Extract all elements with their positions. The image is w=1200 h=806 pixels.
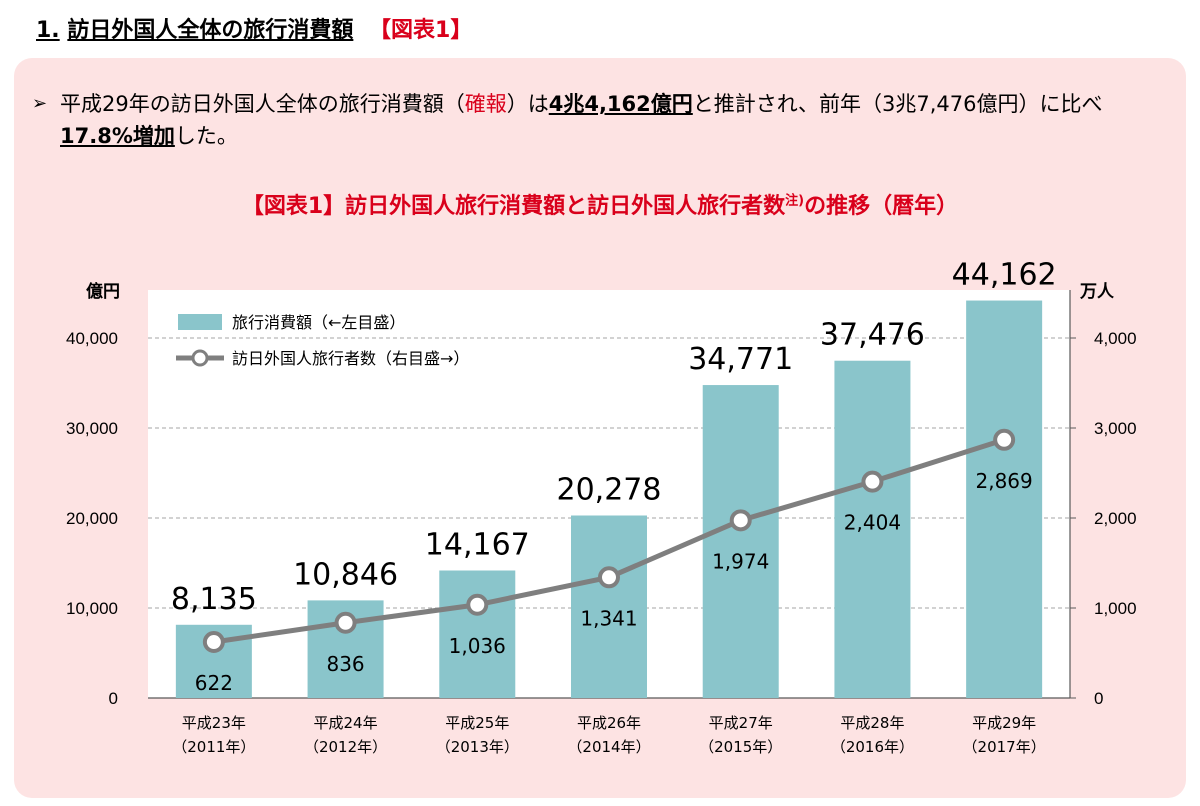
- bar: [439, 570, 516, 698]
- category-sublabel: （2017年）: [963, 738, 1046, 756]
- right-tick-label: 0: [1094, 689, 1103, 708]
- figure-tag: 【図表1】: [369, 18, 473, 43]
- visitor-point: [861, 470, 884, 493]
- legend-line-marker: [191, 349, 209, 367]
- bar: [834, 360, 911, 698]
- bar-value-label: 20,278: [557, 472, 662, 507]
- bar: [966, 300, 1043, 698]
- bullet-arrow-icon: ➢: [32, 93, 48, 114]
- right-tick-label: 4,000: [1094, 329, 1137, 348]
- legend-bar-swatch: [178, 314, 222, 330]
- left-tick-label: 0: [109, 689, 118, 708]
- visitor-value-label: 622: [195, 671, 233, 695]
- summary-text: 平成29年の訪日外国人全体の旅行消費額（確報）は4兆4,162億円と推計され、前…: [60, 92, 1102, 148]
- section-number: 1.: [36, 18, 60, 43]
- bar: [702, 385, 779, 698]
- bar-value-label: 37,476: [820, 318, 925, 353]
- summary-segment: 確報: [464, 92, 507, 116]
- bar-value-label: 34,771: [688, 342, 793, 377]
- summary-segment: と推計され、前年（3兆7,476億円）に比べ: [692, 92, 1103, 116]
- category-sublabel: （2016年）: [831, 738, 914, 756]
- summary-segment: 4兆4,162億円: [548, 92, 693, 116]
- right-tick-label: 2,000: [1094, 509, 1137, 528]
- figure-title: 【図表1】訪日外国人旅行消費額と訪日外国人旅行者数注)の推移（暦年）: [0, 188, 1200, 220]
- category-label: 平成28年: [840, 714, 904, 732]
- visitor-point: [334, 611, 357, 634]
- bar-value-label: 8,135: [171, 582, 257, 617]
- category-sublabel: （2015年）: [699, 738, 782, 756]
- category-sublabel: （2011年）: [172, 738, 255, 756]
- bar-value-label: 14,167: [425, 527, 530, 562]
- visitor-point: [729, 509, 752, 532]
- category-label: 平成24年: [314, 714, 378, 732]
- legend-line-label: 訪日外国人旅行者数（右目盛→）: [232, 349, 469, 368]
- category-sublabel: （2014年）: [567, 738, 650, 756]
- category-label: 平成27年: [709, 714, 773, 732]
- left-tick-label: 40,000: [66, 329, 118, 348]
- bar-value-label: 10,846: [293, 557, 398, 592]
- right-axis-unit: 万人: [1079, 282, 1115, 302]
- left-tick-label: 10,000: [66, 599, 118, 618]
- summary-paragraph: ➢ 平成29年の訪日外国人全体の旅行消費額（確報）は4兆4,162億円と推計され…: [32, 88, 1170, 152]
- visitor-value-label: 2,869: [976, 469, 1033, 493]
- category-label: 平成29年: [972, 714, 1036, 732]
- summary-segment: した。: [174, 124, 238, 148]
- figure-title-tail: の推移（暦年）: [804, 194, 959, 219]
- left-tick-label: 30,000: [66, 419, 118, 438]
- right-tick-label: 1,000: [1094, 599, 1137, 618]
- bar-value-label: 44,162: [952, 258, 1057, 293]
- section-heading: 1. 訪日外国人全体の旅行消費額 【図表1】: [36, 12, 472, 44]
- visitor-value-label: 1,974: [712, 549, 769, 573]
- category-label: 平成25年: [445, 714, 509, 732]
- visitor-value-label: 836: [326, 652, 364, 676]
- summary-segment: ）は: [506, 92, 549, 116]
- summary-segment: 平成29年の訪日外国人全体の旅行消費額（: [60, 92, 465, 116]
- left-tick-label: 20,000: [66, 509, 118, 528]
- visitor-point: [598, 566, 620, 589]
- visitor-value-label: 1,036: [449, 634, 506, 658]
- category-sublabel: （2013年）: [436, 738, 519, 756]
- visitor-value-label: 2,404: [844, 511, 901, 535]
- category-label: 平成23年: [182, 714, 246, 732]
- legend-bar-label: 旅行消費額（←左目盛）: [232, 313, 405, 332]
- section-title: 訪日外国人全体の旅行消費額: [67, 18, 354, 43]
- visitor-point: [993, 428, 1016, 451]
- visitor-value-label: 1,341: [580, 606, 637, 630]
- left-axis-unit: 億円: [86, 281, 120, 302]
- bar: [571, 515, 647, 698]
- figure-title-main: 【図表1】訪日外国人旅行消費額と訪日外国人旅行者数: [241, 194, 786, 219]
- summary-segment: 17.8%増加: [60, 124, 175, 148]
- category-sublabel: （2012年）: [304, 738, 387, 756]
- category-label: 平成26年: [577, 714, 641, 732]
- visitor-point: [466, 593, 489, 616]
- visitor-point: [202, 631, 225, 654]
- right-tick-label: 3,000: [1094, 419, 1137, 438]
- figure-title-note: 注): [785, 193, 805, 209]
